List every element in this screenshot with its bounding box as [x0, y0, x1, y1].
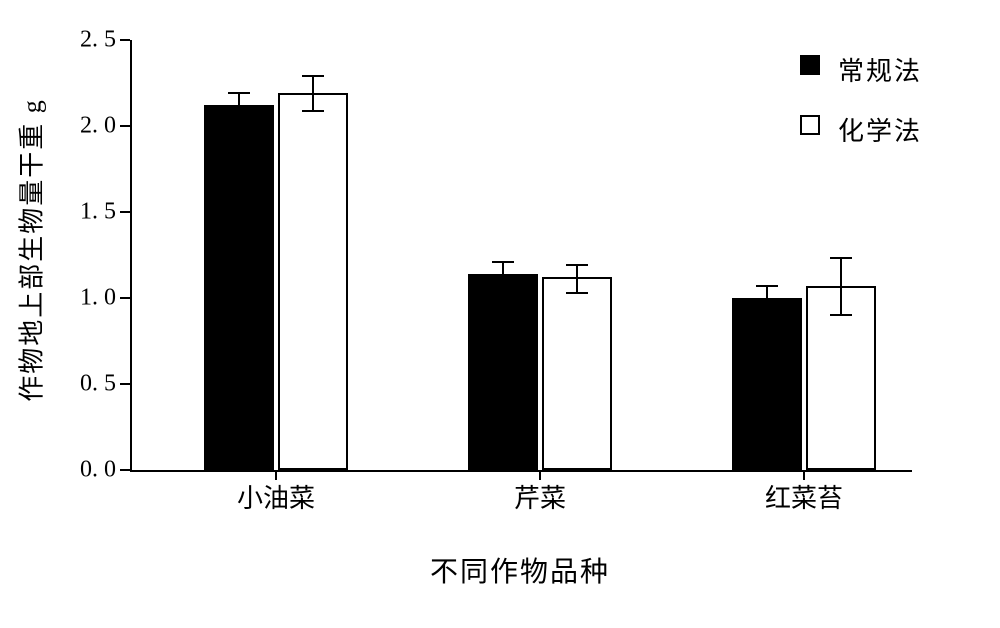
error-bar-cap-top [302, 75, 324, 77]
y-axis-label: 作物地上部生物量干重 g [12, 98, 49, 402]
error-bar-cap-bottom [302, 110, 324, 112]
error-bar-cap-bottom [830, 314, 852, 316]
y-tick-label: 2. 5 [80, 27, 116, 54]
error-bar-cap-bottom [228, 116, 250, 118]
error-bar-cap-top [830, 257, 852, 259]
y-tick-label: 2. 0 [80, 113, 116, 140]
error-bar-cap-top [492, 261, 514, 263]
y-tick-label: 0. 0 [80, 457, 116, 484]
legend-marker [800, 115, 820, 135]
y-tick-label: 1. 0 [80, 285, 116, 312]
bar [278, 93, 348, 470]
legend-label: 常规法 [838, 51, 922, 88]
y-tick [120, 469, 130, 471]
y-tick [120, 39, 130, 41]
error-bar-stem [840, 258, 842, 315]
error-bar-cap-top [756, 285, 778, 287]
legend-marker [800, 55, 820, 75]
y-tick [120, 297, 130, 299]
bar [204, 105, 274, 470]
bar [542, 277, 612, 470]
y-tick [120, 383, 130, 385]
y-tick [120, 211, 130, 213]
error-bar-stem [238, 93, 240, 117]
error-bar-cap-top [566, 264, 588, 266]
error-bar-stem [576, 265, 578, 293]
error-bar-stem [312, 76, 314, 110]
error-bar-stem [766, 286, 768, 298]
error-bar-stem [502, 262, 504, 274]
y-tick-label: 0. 5 [80, 371, 116, 398]
y-tick-label: 1. 5 [80, 199, 116, 226]
x-category-label: 小油菜 [237, 478, 315, 515]
x-axis-label: 不同作物品种 [430, 550, 610, 590]
x-category-label: 红菜苔 [765, 478, 843, 515]
error-bar-cap-bottom [566, 292, 588, 294]
x-category-label: 芹菜 [514, 478, 566, 515]
error-bar-cap-top [228, 92, 250, 94]
bar [732, 298, 802, 470]
bar [468, 274, 538, 470]
bar-chart: 作物地上部生物量干重 g 0. 0 0. 5 1. 0 1. 5 2. 0 2. 5 小油菜… [0, 0, 1000, 628]
legend-label: 化学法 [838, 111, 922, 148]
y-tick [120, 125, 130, 127]
